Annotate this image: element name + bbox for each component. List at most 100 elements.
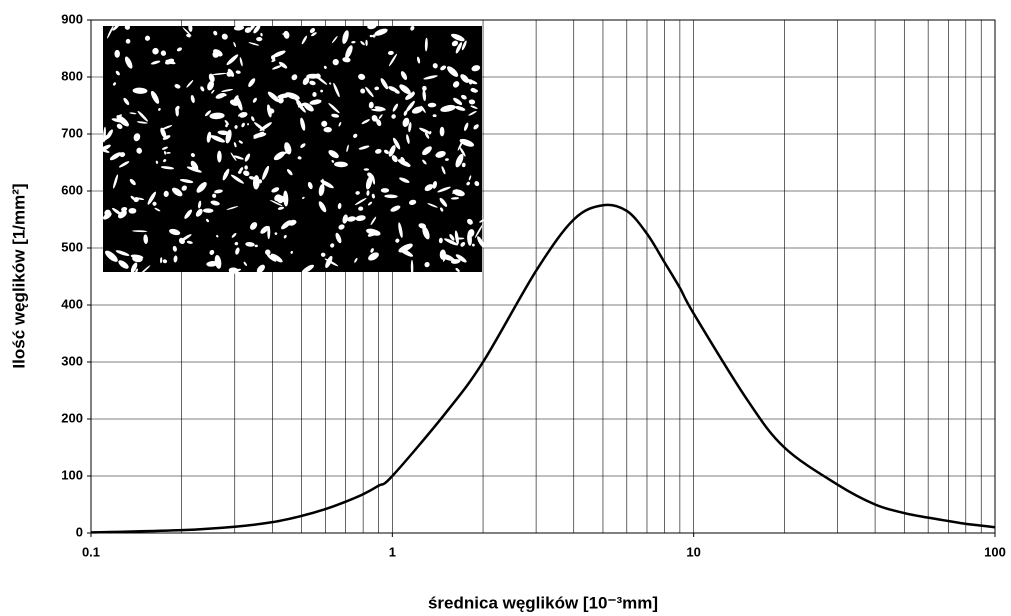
y-axis-title: Ilość węglików [1/mm²] [9, 183, 28, 368]
inset-speck [335, 232, 342, 244]
inset-speck [323, 127, 332, 133]
inset-speck [360, 40, 365, 46]
inset-speck [155, 160, 159, 164]
inset-speck [182, 27, 192, 37]
inset-speck [328, 150, 339, 159]
inset-speck [351, 40, 356, 44]
inset-speck [455, 254, 467, 263]
inset-speck [99, 148, 110, 153]
inset-speck [467, 218, 473, 225]
inset-speck [112, 82, 117, 86]
inset-speck [241, 122, 245, 128]
inset-speck [441, 166, 446, 175]
inset-speck [163, 150, 167, 155]
inset-speck [438, 237, 443, 244]
inset-speck [432, 63, 438, 69]
inset-speck [112, 24, 120, 31]
x-axis-title: średnica węglików [10⁻³mm] [428, 593, 658, 612]
inset-speck [160, 50, 167, 56]
inset-speck [202, 208, 214, 213]
inset-speck [324, 258, 339, 267]
inset-speck [303, 102, 314, 112]
inset-speck [390, 205, 401, 212]
inset-speck [367, 172, 373, 178]
inset-speck [230, 174, 244, 184]
inset-speck [309, 80, 316, 86]
inset-speck [398, 222, 403, 238]
inset-speck [358, 73, 366, 80]
inset-speck [251, 116, 255, 122]
inset-speck [186, 166, 202, 173]
inset-speck [213, 30, 218, 36]
inset-speck [334, 161, 348, 168]
inset-speck [277, 206, 285, 210]
inset-speck [256, 37, 263, 42]
y-tick-label: 900 [61, 11, 83, 26]
inset-speck [459, 146, 466, 157]
inset-speck [196, 182, 207, 193]
inset-speck [209, 112, 225, 120]
inset-speck [391, 155, 398, 163]
inset-speck [461, 40, 467, 51]
inset-speck [374, 106, 386, 111]
inset-speck [323, 65, 327, 69]
inset-speck [463, 122, 469, 131]
inset-speck [216, 234, 219, 238]
inset-speck [400, 71, 408, 80]
inset-speck [233, 95, 239, 103]
inset-speck [372, 34, 376, 38]
inset-speck [267, 91, 280, 103]
inset-speck [399, 84, 411, 95]
inset-speck [166, 151, 171, 154]
inset-speck [158, 108, 161, 111]
inset-speck [422, 146, 432, 156]
inset-speck [257, 179, 263, 184]
inset-speck [283, 234, 287, 239]
inset-speck [179, 234, 192, 242]
inset-speck [392, 103, 399, 112]
inset-speck [226, 206, 239, 210]
inset-speck [222, 168, 230, 181]
inset-speck [449, 233, 455, 241]
inset-speck [290, 250, 293, 254]
inset-speck [358, 206, 364, 211]
inset-speck [342, 57, 351, 63]
inset-speck [428, 131, 432, 135]
inset-speck [247, 123, 250, 126]
y-tick-label: 0 [76, 524, 83, 539]
inset-speck [309, 99, 322, 105]
inset-speck [419, 127, 431, 134]
inset-speck [383, 149, 389, 155]
inset-speck [133, 197, 140, 203]
inset-speck [186, 240, 193, 244]
inset-speck [186, 80, 194, 88]
inset-speck [179, 178, 194, 184]
inset-speck [276, 197, 283, 204]
inset-speck [121, 206, 128, 212]
inset-speck [311, 32, 317, 37]
inset-speck [301, 196, 305, 199]
inset-speck [450, 197, 460, 200]
inset-speck [346, 216, 357, 222]
inset-speck [388, 53, 398, 67]
inset-speck [474, 181, 480, 187]
inset-speck [367, 23, 377, 30]
inset-speck [225, 129, 232, 144]
inset-speck [150, 60, 161, 65]
inset-speck [439, 197, 448, 207]
inset-speck [107, 25, 114, 39]
inset-speck [393, 89, 400, 94]
inset-speck [342, 30, 349, 44]
inset-speck [123, 97, 130, 106]
inset-speck [422, 226, 430, 240]
inset-speck [114, 49, 120, 58]
inset-speck [190, 153, 195, 158]
inset-speck [250, 222, 258, 230]
inset-speck [466, 79, 478, 85]
inset-speck [161, 125, 173, 130]
inset-speck [471, 65, 481, 72]
inset-speck [321, 120, 328, 127]
inset-speck [124, 24, 131, 30]
inset-speck [136, 121, 148, 124]
data-line [90, 203, 996, 534]
